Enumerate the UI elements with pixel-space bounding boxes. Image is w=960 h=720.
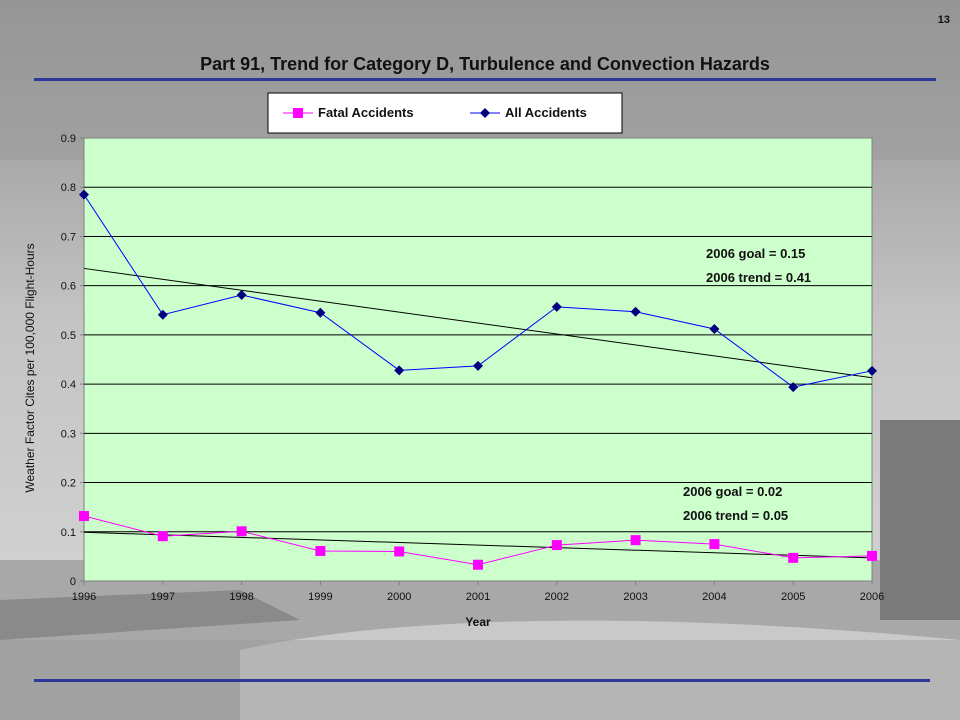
title-divider	[34, 78, 936, 81]
series-fatal-accidents	[79, 511, 877, 570]
y-tick-label: 0	[70, 576, 76, 588]
data-point-diamond	[157, 309, 168, 320]
data-point-square	[473, 559, 483, 570]
y-tick-label: 0.7	[61, 231, 76, 243]
data-point-diamond	[473, 360, 483, 371]
series-all-accidents	[79, 189, 877, 393]
x-tick-label: 2005	[781, 591, 805, 603]
legend-fatal-marker	[293, 108, 303, 118]
legend-fatal-label: Fatal Accidents	[318, 105, 414, 120]
y-tick-label: 0.2	[61, 478, 76, 490]
data-point-square	[157, 531, 168, 542]
x-tick-label: 1999	[308, 591, 332, 603]
x-tick-label: 1998	[229, 591, 253, 603]
annotation-fatal-trend: 2006 trend = 0.05	[683, 508, 788, 523]
y-tick-label: 0.1	[61, 527, 76, 539]
x-tick-label: 2002	[545, 591, 569, 603]
x-tick-label: 2003	[623, 591, 647, 603]
trend-lines	[83, 267, 873, 559]
trend-line	[83, 267, 873, 379]
y-tick-label: 0.3	[61, 428, 76, 440]
data-point-diamond	[630, 306, 641, 317]
annotation-fatal: 2006 goal = 0.02 2006 trend = 0.05	[683, 484, 788, 523]
y-tick-label: 0.4	[61, 379, 76, 391]
data-point-diamond	[867, 365, 877, 376]
data-point-diamond	[788, 382, 799, 393]
legend-box	[267, 92, 623, 134]
annotation-all-goal: 2006 goal = 0.15	[706, 246, 805, 261]
x-tick-label: 2004	[702, 591, 726, 603]
legend-all-label: All Accidents	[505, 105, 587, 120]
annotation-all: 2006 goal = 0.15 2006 trend = 0.41	[706, 246, 811, 285]
annotation-fatal-goal: 2006 goal = 0.02	[683, 484, 782, 499]
data-point-diamond	[551, 301, 562, 312]
gridlines	[84, 186, 872, 533]
data-point-diamond	[236, 290, 247, 301]
x-axis-ticks: 1996 1997 1998 1999 2000 2001 2002 2003 2004 2005…	[72, 581, 884, 603]
data-point-square	[551, 540, 562, 551]
legend-all-marker	[480, 108, 490, 118]
legend: Fatal Accidents All Accidents	[267, 92, 623, 134]
footer-divider	[34, 679, 930, 682]
data-point-square	[709, 539, 720, 550]
x-axis-title: Year	[465, 615, 491, 629]
trend-line	[83, 531, 873, 559]
x-tick-label: 2000	[387, 591, 411, 603]
data-point-diamond	[315, 307, 326, 318]
x-tick-label: 2006	[860, 591, 884, 603]
data-point-square	[788, 552, 799, 563]
data-point-square	[79, 511, 89, 522]
data-point-square	[867, 550, 877, 561]
y-tick-label: 0.9	[61, 133, 76, 145]
annotation-all-trend: 2006 trend = 0.41	[706, 270, 811, 285]
data-point-square	[630, 535, 641, 546]
x-tick-label: 1997	[151, 591, 175, 603]
y-tick-label: 0.5	[61, 330, 76, 342]
data-point-square	[394, 546, 405, 557]
data-point-diamond	[79, 189, 89, 200]
slide-number: 13	[937, 14, 950, 26]
data-point-diamond	[709, 323, 720, 334]
y-axis-title: Weather Factor Cites per 100,000 Flight-…	[23, 243, 37, 492]
y-axis-ticks: 0 0.1 0.2 0.3 0.4 0.5 0.6 0.7 0.8 0.9	[61, 133, 84, 588]
data-point-diamond	[394, 365, 405, 376]
data-point-square	[236, 526, 247, 537]
y-tick-label: 0.6	[61, 281, 76, 293]
series-layer	[79, 189, 877, 570]
data-point-square	[315, 545, 326, 556]
y-tick-label: 0.8	[61, 182, 76, 194]
slide-title: Part 91, Trend for Category D, Turbulenc…	[200, 54, 770, 74]
x-tick-label: 1996	[72, 591, 96, 603]
x-tick-label: 2001	[466, 591, 490, 603]
